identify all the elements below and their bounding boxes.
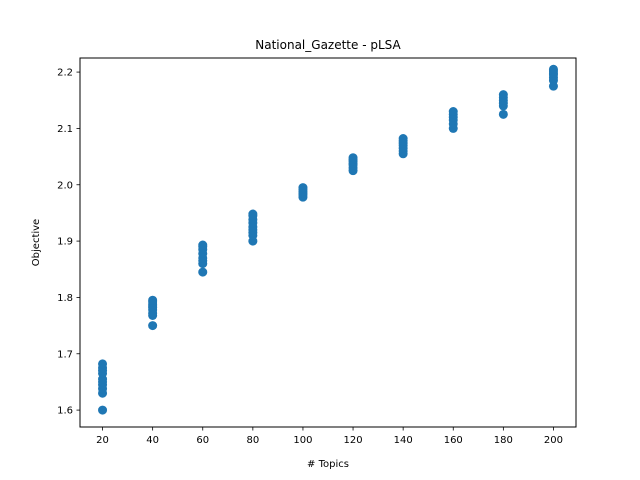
x-tick-label: 120 [344,435,363,446]
data-point [198,267,208,277]
data-point [298,183,308,193]
axes-frame [79,57,577,428]
data-point [448,107,458,117]
x-tick-label: 140 [394,435,413,446]
chart-title: National_Gazette - pLSA [255,38,401,52]
y-tick-label: 1.6 [57,406,73,417]
y-tick-label: 1.9 [57,237,73,248]
y-tick-label: 2.1 [57,124,73,135]
data-point [498,109,508,119]
data-point [498,90,508,100]
data-point [198,240,208,250]
x-tick-label: 180 [494,435,513,446]
x-tick-label: 160 [444,435,463,446]
y-tick-label: 1.7 [57,349,73,360]
data-point [348,153,358,163]
data-point [98,359,108,369]
x-axis-label: # Topics [307,459,349,470]
x-tick-label: 20 [96,435,109,446]
y-axis-label: Objective [31,219,42,266]
x-axis-ticks: 20 40 60 80 100 120 140 160 180 200 [96,427,563,446]
data-point [398,134,408,144]
y-tick-label: 2.0 [57,180,73,191]
x-tick-label: 80 [246,435,259,446]
data-points [98,64,558,415]
data-point [248,209,258,219]
x-tick-label: 200 [544,435,563,446]
x-tick-label: 60 [196,435,209,446]
data-point [148,321,158,331]
y-tick-label: 2.2 [57,68,73,79]
x-tick-label: 40 [146,435,159,446]
y-axis-ticks: 1.6 1.7 1.8 1.9 2.0 2.1 2.2 [57,68,80,417]
data-point [148,295,158,305]
data-point [98,405,108,415]
data-point [548,64,558,74]
y-tick-label: 1.8 [57,293,73,304]
x-tick-label: 100 [293,435,312,446]
